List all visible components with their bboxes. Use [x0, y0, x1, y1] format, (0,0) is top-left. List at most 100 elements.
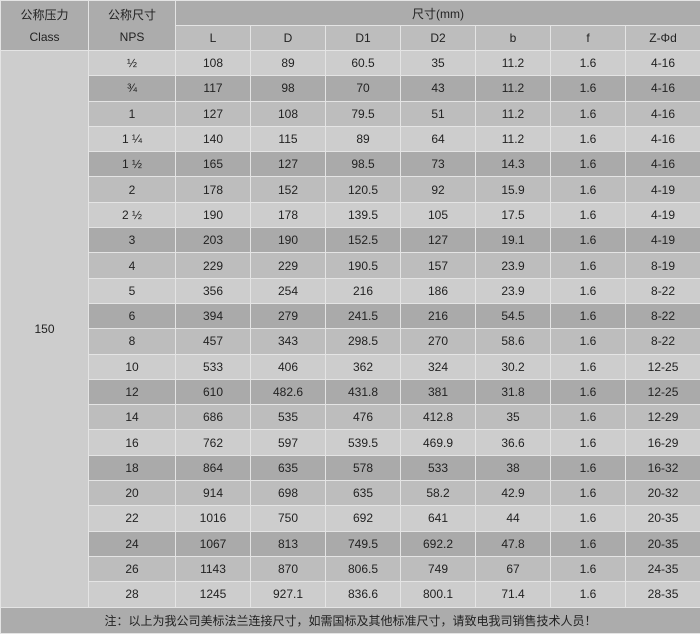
cell-bolt-holes: 4-19: [626, 177, 700, 202]
cell-nps: 1 ¼: [89, 126, 176, 151]
cell-b: 67: [476, 556, 551, 581]
cell-bolt-holes: 4-16: [626, 152, 700, 177]
cell-nps: 5: [89, 278, 176, 303]
cell-l: 108: [176, 51, 251, 76]
cell-bolt-holes: 16-29: [626, 430, 700, 455]
cell-d2: 186: [401, 278, 476, 303]
cell-d: 152: [251, 177, 326, 202]
cell-nps: 3: [89, 228, 176, 253]
cell-l: 1143: [176, 556, 251, 581]
cell-f: 1.6: [551, 556, 626, 581]
cell-d1: 635: [326, 481, 401, 506]
cell-bolt-holes: 8-19: [626, 253, 700, 278]
cell-nps: 14: [89, 405, 176, 430]
cell-bolt-holes: 12-25: [626, 354, 700, 379]
cell-nps: 18: [89, 455, 176, 480]
cell-l: 356: [176, 278, 251, 303]
cell-d: 190: [251, 228, 326, 253]
cell-d: 127: [251, 152, 326, 177]
cell-b: 17.5: [476, 202, 551, 227]
cell-bolt-holes: 4-16: [626, 126, 700, 151]
cell-f: 1.6: [551, 202, 626, 227]
cell-d1: 60.5: [326, 51, 401, 76]
cell-d1: 539.5: [326, 430, 401, 455]
column-header-b: b: [476, 26, 551, 51]
cell-d: 813: [251, 531, 326, 556]
cell-b: 44: [476, 506, 551, 531]
cell-b: 58.6: [476, 329, 551, 354]
cell-f: 1.6: [551, 531, 626, 556]
cell-nps: 22: [89, 506, 176, 531]
cell-b: 54.5: [476, 303, 551, 328]
cell-d2: 43: [401, 76, 476, 101]
footer-note: 注：以上为我公司美标法兰连接尺寸，如需国标及其他标准尺寸，请致电我司销售技术人员…: [1, 607, 700, 633]
cell-d2: 92: [401, 177, 476, 202]
nominal-size-header: 公称尺寸 NPS: [89, 1, 176, 51]
cell-nps: 6: [89, 303, 176, 328]
cell-nps: 1 ½: [89, 152, 176, 177]
cell-d2: 157: [401, 253, 476, 278]
cell-f: 1.6: [551, 354, 626, 379]
cell-nps: 24: [89, 531, 176, 556]
cell-d1: 152.5: [326, 228, 401, 253]
cell-d1: 139.5: [326, 202, 401, 227]
cell-b: 42.9: [476, 481, 551, 506]
cell-d1: 98.5: [326, 152, 401, 177]
cell-f: 1.6: [551, 177, 626, 202]
cell-d2: 216: [401, 303, 476, 328]
cell-l: 610: [176, 379, 251, 404]
cell-bolt-holes: 16-32: [626, 455, 700, 480]
cell-bolt-holes: 12-29: [626, 405, 700, 430]
cell-d: 406: [251, 354, 326, 379]
cell-d: 229: [251, 253, 326, 278]
cell-l: 457: [176, 329, 251, 354]
cell-d: 597: [251, 430, 326, 455]
cell-nps: 12: [89, 379, 176, 404]
cell-l: 190: [176, 202, 251, 227]
cell-b: 15.9: [476, 177, 551, 202]
cell-b: 31.8: [476, 379, 551, 404]
cell-d: 343: [251, 329, 326, 354]
cell-b: 11.2: [476, 101, 551, 126]
cell-d: 927.1: [251, 582, 326, 607]
cell-f: 1.6: [551, 506, 626, 531]
column-header-d: D: [251, 26, 326, 51]
cell-d2: 800.1: [401, 582, 476, 607]
cell-d: 635: [251, 455, 326, 480]
cell-d1: 120.5: [326, 177, 401, 202]
cell-d2: 641: [401, 506, 476, 531]
cell-d: 870: [251, 556, 326, 581]
cell-d1: 216: [326, 278, 401, 303]
cell-d1: 749.5: [326, 531, 401, 556]
cell-b: 38: [476, 455, 551, 480]
cell-l: 117: [176, 76, 251, 101]
size-header-cn: 公称尺寸: [89, 4, 175, 26]
cell-d2: 51: [401, 101, 476, 126]
column-header-f: f: [551, 26, 626, 51]
column-header-d1: D1: [326, 26, 401, 51]
cell-bolt-holes: 24-35: [626, 556, 700, 581]
cell-d2: 749: [401, 556, 476, 581]
cell-bolt-holes: 20-35: [626, 531, 700, 556]
cell-d1: 476: [326, 405, 401, 430]
cell-bolt-holes: 4-16: [626, 101, 700, 126]
cell-d1: 70: [326, 76, 401, 101]
cell-l: 533: [176, 354, 251, 379]
cell-bolt-holes: 4-16: [626, 76, 700, 101]
cell-l: 394: [176, 303, 251, 328]
cell-b: 23.9: [476, 253, 551, 278]
cell-l: 1016: [176, 506, 251, 531]
cell-d2: 412.8: [401, 405, 476, 430]
cell-nps: ¾: [89, 76, 176, 101]
cell-l: 140: [176, 126, 251, 151]
